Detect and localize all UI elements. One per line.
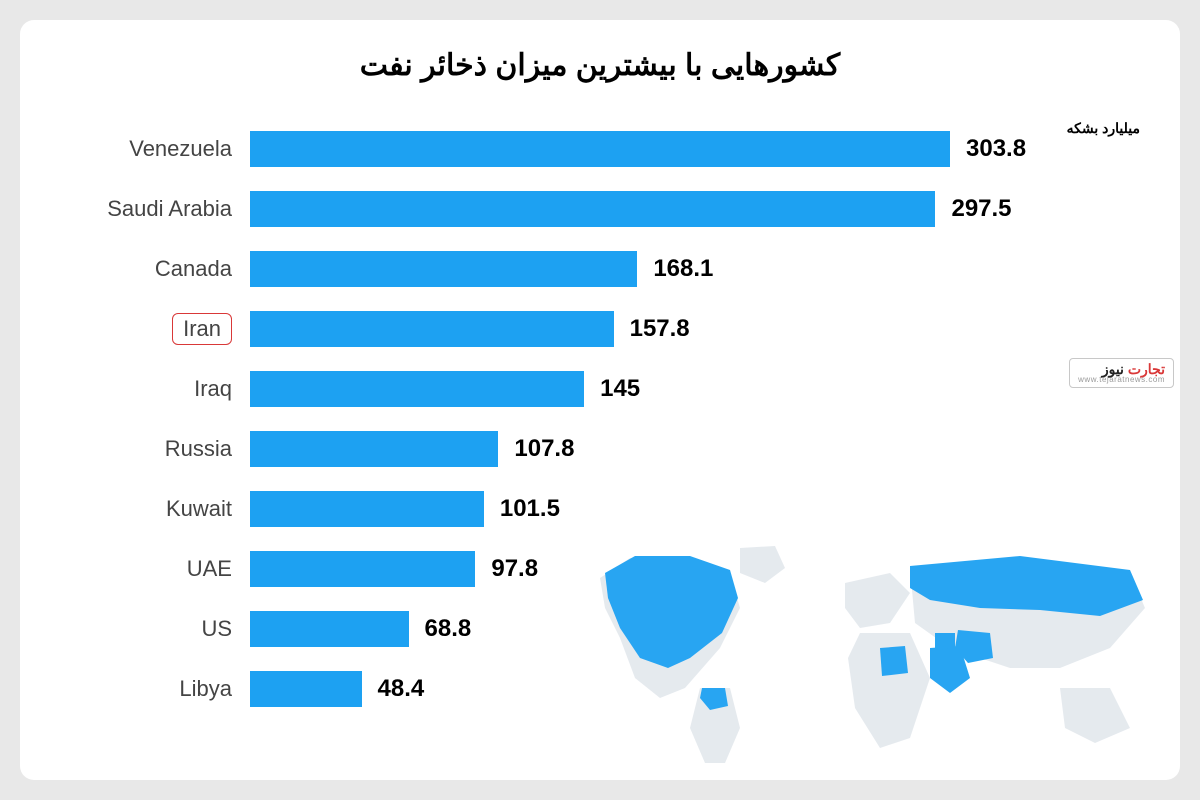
bar-row: Saudi Arabia 297.5 — [60, 183, 1140, 235]
bar-label: Canada — [60, 256, 250, 282]
bar-value: 145 — [600, 375, 640, 403]
bar-label: Venezuela — [60, 136, 250, 162]
bar-container: 168.1 — [250, 251, 1140, 287]
bar-value: 48.4 — [378, 675, 425, 703]
bar-row: Kuwait 101.5 — [60, 483, 1140, 535]
bar-value: 107.8 — [514, 435, 574, 463]
bar-label: Iran — [60, 313, 250, 345]
bar-container: 145 — [250, 371, 1140, 407]
bar-row: Venezuela 303.8 — [60, 123, 1140, 175]
bar-row: Iran 157.8 — [60, 303, 1140, 355]
bar-container: 303.8 — [250, 131, 1140, 167]
bar-label: UAE — [60, 556, 250, 582]
bar-label: Russia — [60, 436, 250, 462]
bar — [250, 191, 935, 227]
bar-container: 101.5 — [250, 491, 1140, 527]
bar-row: Russia 107.8 — [60, 423, 1140, 475]
bar — [250, 671, 362, 707]
bar-container: 68.8 — [250, 611, 1140, 647]
bar-value: 297.5 — [951, 195, 1011, 223]
bar-container: 297.5 — [250, 191, 1140, 227]
bar — [250, 371, 584, 407]
bar — [250, 251, 637, 287]
bar-container: 157.8 — [250, 311, 1140, 347]
bar-container: 48.4 — [250, 671, 1140, 707]
bar-container: 97.8 — [250, 551, 1140, 587]
bar — [250, 551, 475, 587]
bar-chart: Venezuela 303.8 Saudi Arabia 297.5 Canada 168… — [60, 123, 1140, 715]
bar-value: 97.8 — [491, 555, 538, 583]
chart-title: کشورهایی با بیشترین میزان ذخائر نفت — [60, 48, 1140, 83]
bar-label: Libya — [60, 676, 250, 702]
bar — [250, 611, 409, 647]
bar-row: UAE 97.8 — [60, 543, 1140, 595]
bar-row: Iraq 145 — [60, 363, 1140, 415]
bar — [250, 431, 498, 467]
bar-label: Kuwait — [60, 496, 250, 522]
bar-container: 107.8 — [250, 431, 1140, 467]
bar-value: 168.1 — [653, 255, 713, 283]
bar-label: Saudi Arabia — [60, 196, 250, 222]
bar-value: 68.8 — [425, 615, 472, 643]
bar-value: 303.8 — [966, 135, 1026, 163]
bar-value: 157.8 — [630, 315, 690, 343]
bar-row: US 68.8 — [60, 603, 1140, 655]
source-logo: تجارت نیوز www.tejaratnews.com — [1069, 358, 1174, 388]
bar — [250, 491, 484, 527]
bar-label: US — [60, 616, 250, 642]
bar-value: 101.5 — [500, 495, 560, 523]
bar — [250, 131, 950, 167]
bar-row: Canada 168.1 — [60, 243, 1140, 295]
bar-row: Libya 48.4 — [60, 663, 1140, 715]
logo-subtext: www.tejaratnews.com — [1078, 376, 1165, 384]
bar-label: Iraq — [60, 376, 250, 402]
chart-card: کشورهایی با بیشترین میزان ذخائر نفت میلی… — [20, 20, 1180, 780]
bar — [250, 311, 614, 347]
